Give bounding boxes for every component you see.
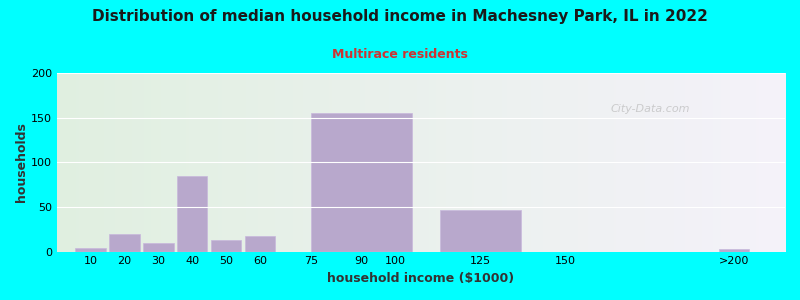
Bar (719, 249, 750, 252)
Text: Distribution of median household income in Machesney Park, IL in 2022: Distribution of median household income … (92, 9, 708, 24)
Y-axis label: households: households (15, 122, 28, 202)
Bar (439, 210, 521, 252)
Bar (75, 248, 106, 252)
X-axis label: household income ($1000): household income ($1000) (327, 272, 514, 285)
Bar (245, 236, 275, 252)
Text: City-Data.com: City-Data.com (610, 104, 690, 114)
Bar (211, 240, 242, 252)
Text: Multirace residents: Multirace residents (332, 48, 468, 61)
Bar (310, 113, 413, 252)
Bar (143, 243, 174, 252)
Bar (177, 176, 207, 252)
Bar (110, 234, 140, 252)
